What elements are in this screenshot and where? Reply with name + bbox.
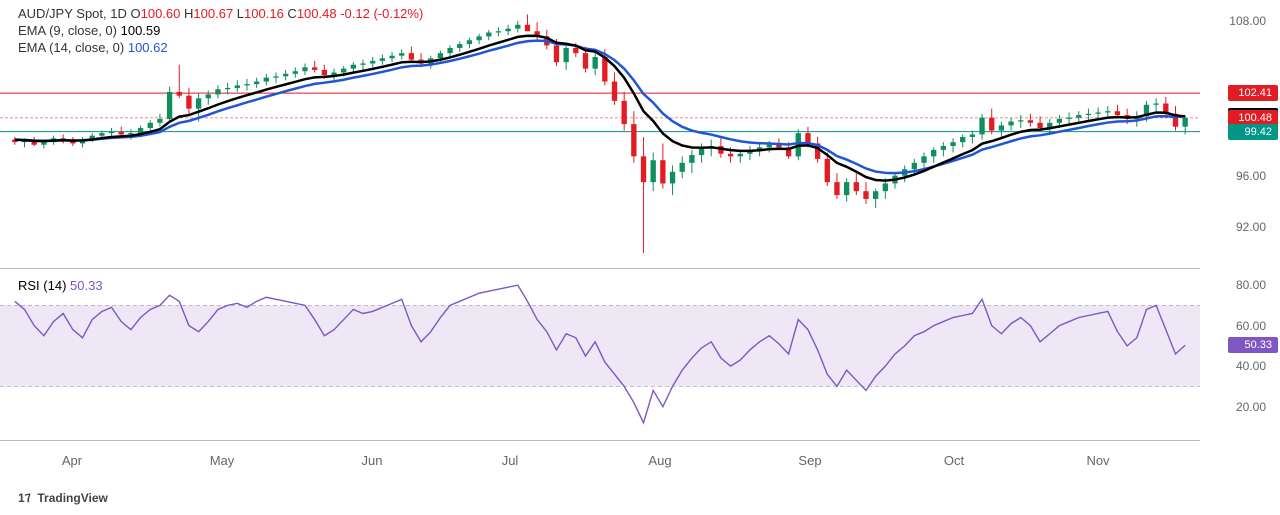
rsi-ytick: 80.00: [1236, 278, 1266, 292]
rsi-chart-svg: [0, 275, 1200, 437]
attribution-text: TradingView: [37, 491, 107, 505]
price-tag: 102.41: [1228, 85, 1278, 101]
price-y-axis: 92.0096.00108.00102.41100.62100.59100.48…: [1202, 8, 1280, 266]
ema9-value: 100.59: [121, 23, 161, 38]
chart-container: AUD/JPY Spot, 1D O100.60 H100.67 L100.16…: [0, 0, 1280, 515]
x-tick: Jul: [502, 453, 519, 468]
tradingview-logo-icon: 17: [18, 491, 31, 505]
rsi-ytick: 60.00: [1236, 319, 1266, 333]
rsi-value: 50.33: [70, 278, 103, 293]
ema14-value: 100.62: [128, 40, 168, 55]
x-axis: Apr May Jun Jul Aug Sep Oct Nov: [0, 449, 1200, 473]
x-tick: Aug: [648, 453, 671, 468]
x-tick: Sep: [798, 453, 821, 468]
x-tick: May: [210, 453, 235, 468]
price-ytick: 96.00: [1236, 169, 1266, 183]
x-tick: Apr: [62, 453, 82, 468]
attribution: 17 TradingView: [18, 491, 108, 505]
panel-divider: [0, 268, 1200, 269]
rsi-label: RSI (14): [18, 278, 66, 293]
rsi-header: RSI (14) 50.33: [18, 278, 103, 293]
ema9-label: EMA (9, close, 0): [18, 23, 117, 38]
rsi-ytick: 40.00: [1236, 359, 1266, 373]
price-tag: 99.42: [1228, 124, 1278, 140]
x-tick: Jun: [362, 453, 383, 468]
rsi-panel[interactable]: [0, 275, 1200, 437]
ohlc-block: O100.60 H100.67 L100.16 C100.48 -0.12 (-…: [131, 6, 424, 21]
price-ytick: 92.00: [1236, 220, 1266, 234]
rsi-ytick: 20.00: [1236, 400, 1266, 414]
panel-divider-2: [0, 440, 1200, 441]
x-tick: Nov: [1086, 453, 1109, 468]
rsi-tag: 50.33: [1228, 337, 1278, 353]
x-tick: Oct: [944, 453, 964, 468]
price-ytick: 108.00: [1229, 14, 1266, 28]
ema14-label: EMA (14, close, 0): [18, 40, 124, 55]
symbol-label: AUD/JPY Spot, 1D: [18, 6, 127, 21]
rsi-y-axis: 20.00 40.00 60.00 80.00 50.33: [1202, 275, 1280, 437]
chart-header: AUD/JPY Spot, 1D O100.60 H100.67 L100.16…: [18, 6, 423, 57]
